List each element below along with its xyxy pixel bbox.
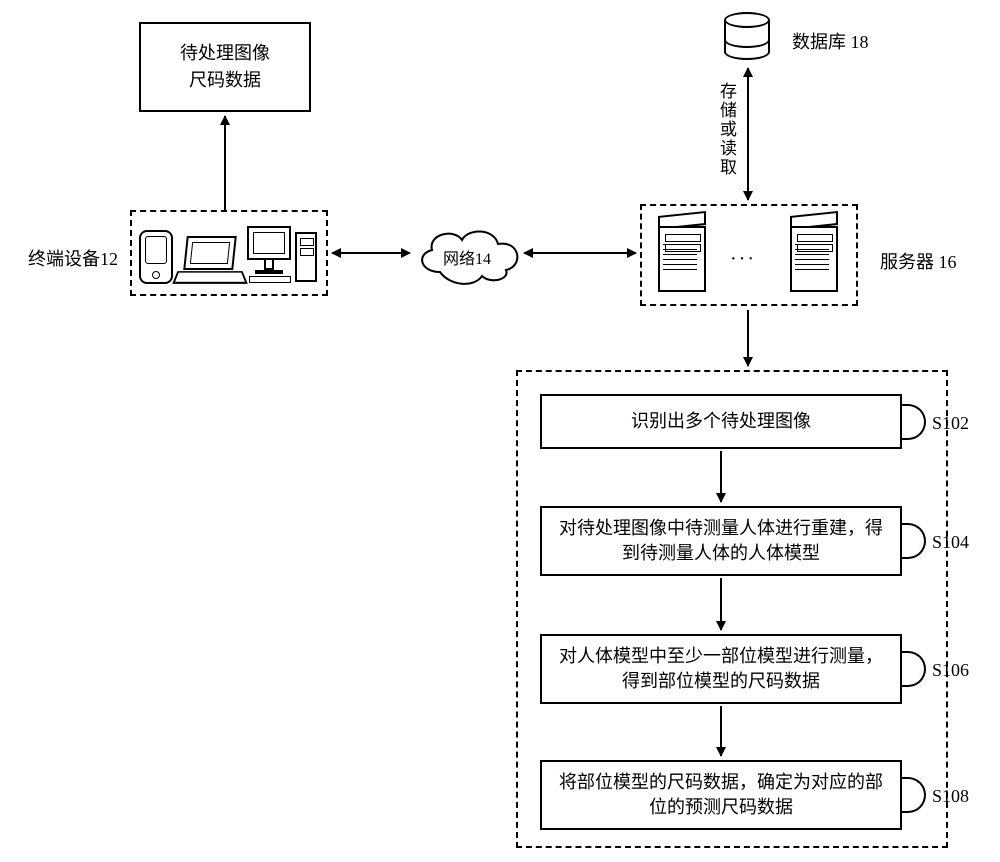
step-s108-id: S108 (932, 786, 969, 807)
database-label: 数据库 18 (792, 28, 869, 54)
step-s102-text: 识别出多个待处理图像 (631, 409, 811, 434)
server-ellipsis: ··· (730, 248, 756, 271)
step-s102: 识别出多个待处理图像 (540, 394, 902, 449)
step-s104-id: S104 (932, 532, 969, 553)
server-label: 服务器 16 (880, 248, 957, 274)
step-s102-id: S102 (932, 413, 969, 434)
server-icon-2 (790, 216, 838, 294)
server-icon-1 (658, 216, 706, 294)
step-s106: 对人体模型中至少一部位模型进行测量，得到部位模型的尺码数据 (540, 634, 902, 704)
cloud-label: 网络14 (443, 245, 491, 269)
step-s104-text: 对待处理图像中待测量人体进行重建，得到待测量人体的人体模型 (552, 516, 890, 566)
step-s108-text: 将部位模型的尺码数据，确定为对应的部位的预测尺码数据 (552, 770, 890, 820)
input-data-box: 待处理图像 尺码数据 (139, 22, 311, 112)
input-line1: 待处理图像 (180, 40, 270, 67)
step-s104: 对待处理图像中待测量人体进行重建，得到待测量人体的人体模型 (540, 506, 902, 576)
terminal-label: 终端设备12 (28, 245, 118, 271)
step-s106-text: 对人体模型中至少一部位模型进行测量，得到部位模型的尺码数据 (552, 644, 890, 694)
db-edge-label: 存储或读取 (714, 82, 739, 177)
step-s106-id: S106 (932, 660, 969, 681)
step-s108: 将部位模型的尺码数据，确定为对应的部位的预测尺码数据 (540, 760, 902, 830)
phone-icon (139, 230, 173, 284)
database-icon (724, 12, 770, 64)
device-icons (138, 222, 320, 284)
laptop-icon (175, 236, 245, 284)
input-line2: 尺码数据 (189, 67, 261, 94)
desktop-icon (247, 226, 319, 284)
